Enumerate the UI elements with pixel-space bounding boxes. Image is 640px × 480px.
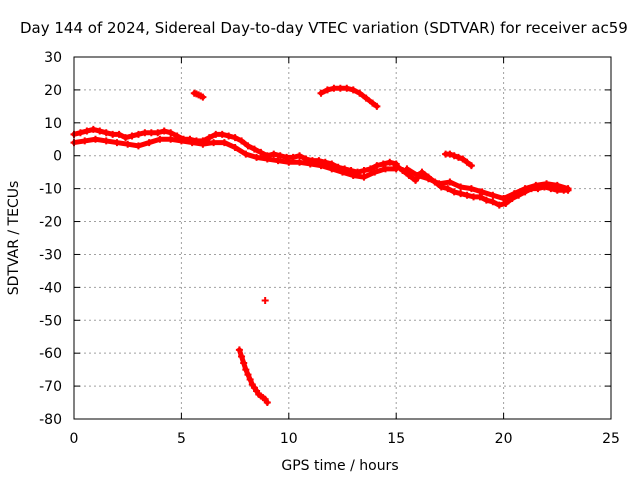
y-tick-label: -40 [39, 280, 62, 296]
data-points [70, 84, 572, 407]
x-axis-label: GPS time / hours [281, 458, 398, 474]
plot-frame [73, 56, 612, 420]
data-point [261, 297, 269, 305]
x-tick-label: 0 [70, 431, 79, 447]
y-tick-label: -80 [39, 412, 62, 428]
series-late-branch [442, 150, 475, 170]
y-tick-label: -10 [39, 182, 62, 198]
x-tick-label: 5 [177, 431, 186, 447]
y-axis: 30 20 10 0 -10 -20 -30 -40 -50 -60 -70 -80 [39, 50, 611, 428]
y-tick-label: -60 [39, 346, 62, 362]
y-tick-label: -50 [39, 313, 62, 329]
series-arc-high [317, 84, 381, 110]
series-main-band-lower [70, 135, 400, 181]
data-trace [262, 396, 270, 406]
grid [74, 57, 611, 419]
data-trace [464, 159, 474, 169]
y-tick-label: 10 [44, 116, 62, 132]
y-tick-label: -70 [39, 379, 62, 395]
x-axis: 0 5 10 15 20 25 [70, 57, 620, 447]
x-tick-label: 15 [387, 431, 405, 447]
series-isolated [261, 297, 269, 305]
y-tick-label: 20 [44, 83, 62, 99]
data-trace [554, 182, 571, 192]
y-tick-label: -30 [39, 247, 62, 263]
series-low-arc [235, 346, 271, 407]
x-tick-label: 10 [280, 431, 298, 447]
data-trace [198, 93, 206, 100]
x-tick-label: 25 [602, 431, 620, 447]
chart-title: Day 144 of 2024, Sidereal Day-to-day VTE… [20, 19, 628, 37]
series-later-band-upper [403, 165, 572, 203]
y-tick-label: 30 [44, 50, 62, 66]
data-trace [370, 100, 380, 109]
y-tick-label: 0 [53, 149, 62, 165]
y-axis-label: SDTVAR / TECUs [6, 181, 22, 296]
x-tick-label: 20 [495, 431, 513, 447]
y-tick-label: -20 [39, 215, 62, 231]
series-short-high [190, 89, 207, 101]
